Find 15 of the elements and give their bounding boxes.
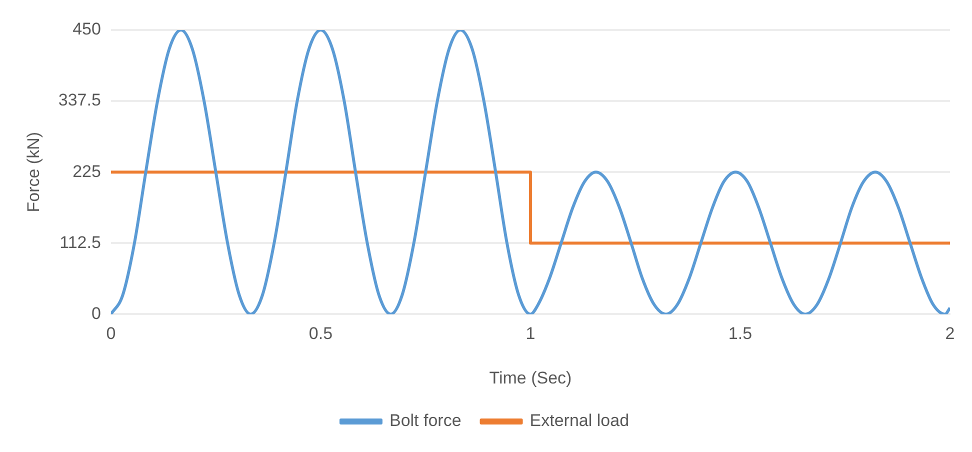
legend-label: External load bbox=[530, 411, 630, 430]
y-tick-label: 225 bbox=[72, 162, 101, 181]
y-tick-label: 0 bbox=[91, 304, 101, 323]
x-tick-label: 1 bbox=[526, 324, 536, 344]
y-tick-label: 112.5 bbox=[60, 232, 101, 252]
y-tick-label: 450 bbox=[72, 20, 101, 39]
x-tick-label: 0.5 bbox=[308, 324, 333, 344]
x-axis-title: Time (Sec) bbox=[489, 368, 572, 388]
y-tick-label: 337.5 bbox=[58, 90, 101, 110]
x-tick-label: 2 bbox=[945, 324, 955, 344]
y-axis-title: Force (kN) bbox=[24, 132, 43, 212]
x-tick-label: 1.5 bbox=[728, 324, 752, 344]
legend-label: Bolt force bbox=[389, 411, 462, 430]
line-series bbox=[110, 30, 950, 314]
x-tick-label: 0 bbox=[106, 324, 116, 344]
